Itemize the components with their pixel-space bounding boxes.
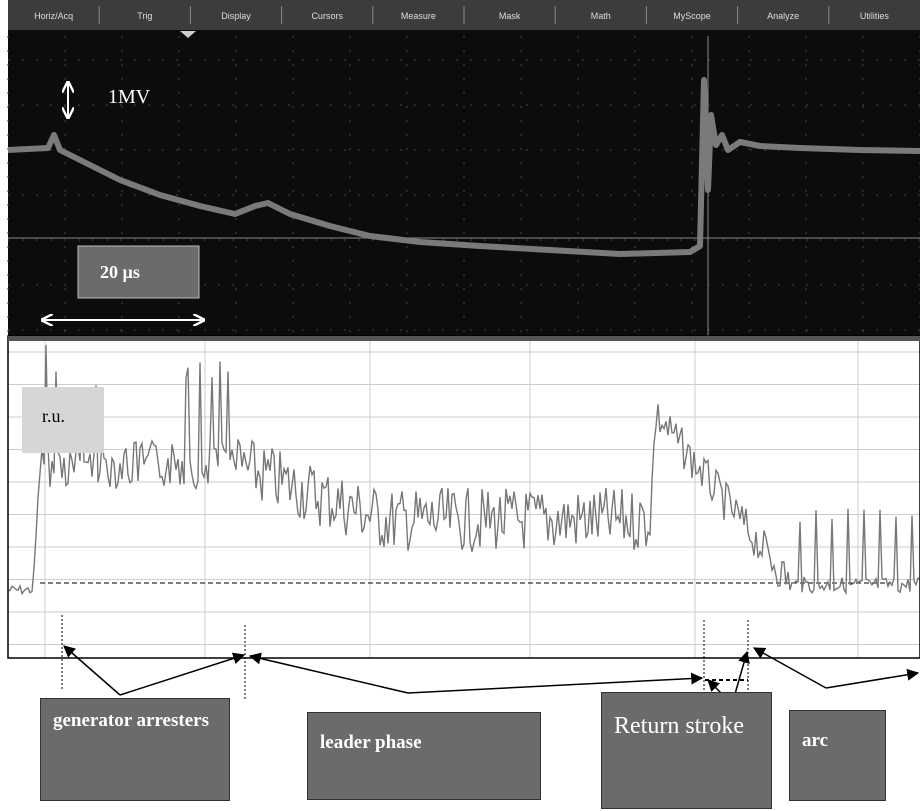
plot-top-band — [8, 336, 920, 341]
time-label: 20 µs — [100, 262, 140, 282]
figure: Horiz/Acq Trig Display Cursors Measure Mask Ma… — [0, 0, 920, 811]
annotation-arc: arc — [789, 710, 886, 801]
menu-item: MyScope — [673, 11, 711, 21]
scale-label: 1MV — [108, 86, 151, 108]
menu-item: Horiz/Acq — [34, 11, 73, 21]
page: Horiz/Acq Trig Display Cursors Measure Mask Ma… — [0, 0, 920, 811]
menu-item: Trig — [137, 11, 152, 21]
menu-item: Display — [221, 11, 251, 21]
annotation-leader: leader phase — [307, 712, 541, 800]
menu-item: Measure — [401, 11, 436, 21]
menu-item: Utilities — [860, 11, 890, 21]
menu-item: Cursors — [311, 11, 343, 21]
menu-item: Mask — [499, 11, 521, 21]
annotation-return-stroke: Return stroke — [601, 692, 772, 809]
menu-item: Math — [591, 11, 611, 21]
unit-label: r.u. — [42, 406, 65, 426]
annotation-generator: generator arresters — [40, 698, 230, 801]
menu-item: Analyze — [767, 11, 799, 21]
